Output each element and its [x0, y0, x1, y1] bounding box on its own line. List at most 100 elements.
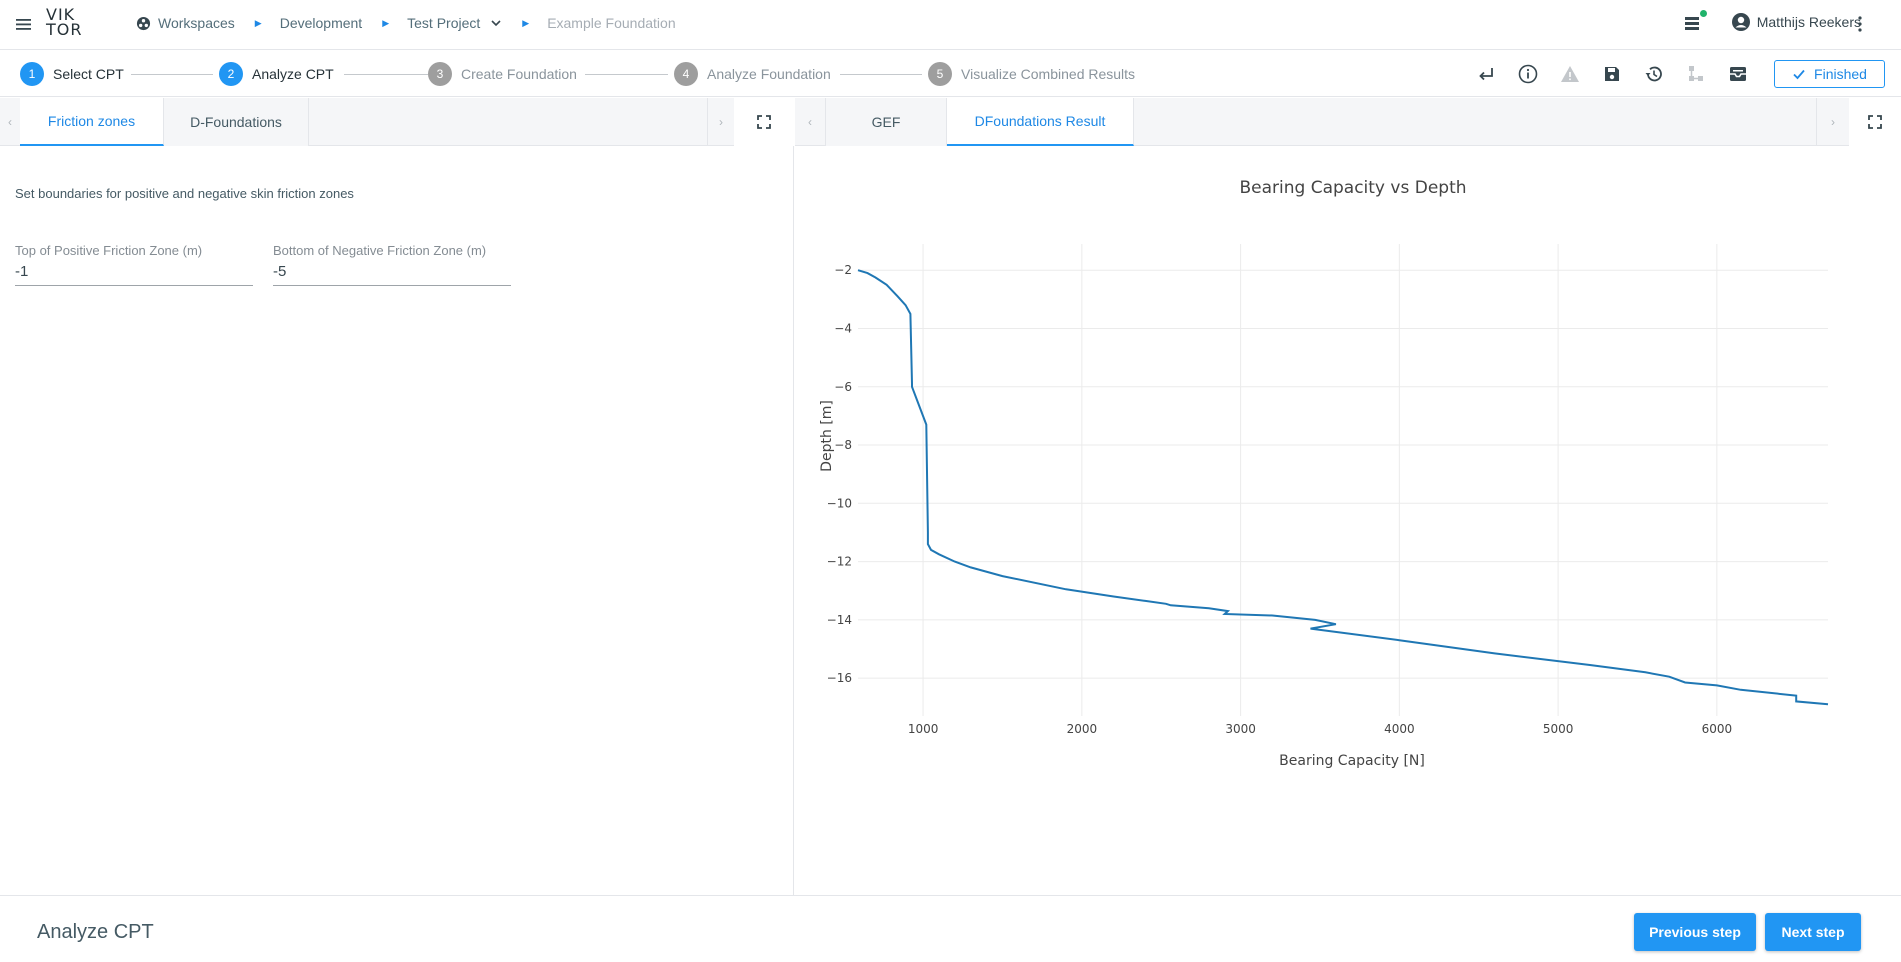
right-tab-bar: ‹ GEF DFoundations Result ›	[795, 98, 1849, 146]
y-tick-label: −10	[827, 496, 852, 510]
breadcrumb-separator-icon: ▶	[254, 17, 262, 28]
y-axis-label: Depth [m]	[819, 400, 835, 472]
step-number: 5	[928, 62, 952, 86]
step-connector	[344, 74, 428, 75]
finished-button[interactable]: Finished	[1774, 60, 1885, 88]
menu-icon[interactable]	[14, 14, 34, 34]
toolbar	[1474, 62, 1750, 86]
previous-step-button[interactable]: Previous step	[1634, 913, 1756, 951]
tab-label: Friction zones	[47, 113, 136, 129]
workspace-icon	[136, 16, 151, 31]
finished-label: Finished	[1814, 66, 1867, 82]
chart-grid	[858, 244, 1828, 716]
x-tick-label: 6000	[1702, 722, 1733, 736]
inbox-icon[interactable]	[1726, 62, 1750, 86]
chevron-right-icon[interactable]: ›	[707, 98, 734, 146]
step-connector	[840, 74, 922, 75]
bearing-capacity-chart[interactable]: Bearing Capacity vs Depth 1000 2000 3000 40…	[795, 146, 1901, 895]
step-bar: 1 Select CPT 2 Analyze CPT 3 Create Foun…	[0, 50, 1901, 97]
bottom-negative-friction-field[interactable]: Bottom of Negative Friction Zone (m)	[273, 243, 511, 286]
field-label: Bottom of Negative Friction Zone (m)	[273, 243, 487, 258]
breadcrumb-label: Workspaces	[158, 15, 235, 31]
friction-zones-description: Set boundaries for positive and negative…	[15, 186, 354, 201]
bottom-negative-friction-input[interactable]	[273, 263, 511, 280]
step-label: Create Foundation	[461, 66, 577, 82]
breadcrumb-test-project[interactable]: Test Project	[407, 15, 502, 31]
tab-label: GEF	[871, 114, 901, 130]
top-right-area: Matthijs Reekers	[1683, 10, 1861, 34]
top-bar: VIK TOR Workspaces ▶ Development ▶ Test …	[0, 0, 1901, 50]
y-tick-label: −2	[834, 263, 852, 277]
current-step-title: Analyze CPT	[37, 921, 154, 943]
step-label: Select CPT	[53, 66, 124, 82]
flow-icon[interactable]	[1684, 62, 1708, 86]
tab-label: D-Foundations	[190, 114, 282, 130]
tab-d-foundations[interactable]: D-Foundations	[164, 98, 309, 146]
notifications-icon[interactable]	[1683, 10, 1707, 34]
step-analyze-foundation[interactable]: 4 Analyze Foundation	[674, 62, 831, 86]
step-create-foundation[interactable]: 3 Create Foundation	[428, 62, 577, 86]
fullscreen-icon[interactable]	[1849, 98, 1901, 146]
y-tick-label: −8	[834, 438, 852, 452]
x-tick-label: 5000	[1543, 722, 1574, 736]
chevron-left-icon[interactable]: ‹	[795, 98, 826, 146]
breadcrumb-label: Test Project	[407, 15, 481, 31]
tab-dfoundations-result[interactable]: DFoundations Result	[947, 98, 1134, 146]
x-axis-ticks: 1000 2000 3000 4000 5000 6000	[908, 722, 1732, 736]
step-number: 2	[219, 62, 243, 86]
step-select-cpt[interactable]: 1 Select CPT	[20, 62, 124, 86]
chart-series	[857, 269, 1829, 706]
user-name: Matthijs Reekers	[1756, 14, 1861, 30]
breadcrumb-separator-icon: ▶	[382, 17, 390, 28]
x-tick-label: 4000	[1384, 722, 1415, 736]
fullscreen-icon[interactable]	[734, 98, 794, 146]
chevron-left-icon[interactable]: ‹	[8, 115, 12, 129]
top-positive-friction-input[interactable]	[15, 263, 253, 280]
top-positive-friction-field[interactable]: Top of Positive Friction Zone (m)	[15, 243, 253, 286]
step-connector	[585, 74, 668, 75]
step-number: 1	[20, 62, 44, 86]
step-label: Visualize Combined Results	[961, 66, 1136, 82]
breadcrumb-workspaces[interactable]: Workspaces	[136, 15, 235, 31]
check-icon	[1792, 67, 1806, 81]
logo-text: VIK TOR	[46, 5, 83, 39]
step-visualize-combined-results[interactable]: 5 Visualize Combined Results	[928, 62, 1135, 86]
user-menu[interactable]: Matthijs Reekers	[1731, 12, 1861, 32]
history-icon[interactable]	[1642, 62, 1666, 86]
step-connector	[131, 74, 213, 75]
notification-dot	[1699, 10, 1707, 17]
save-icon[interactable]	[1600, 62, 1624, 86]
y-tick-label: −4	[834, 321, 852, 335]
step-number: 4	[674, 62, 698, 86]
breadcrumb-development[interactable]: Development	[280, 15, 363, 31]
x-tick-label: 2000	[1067, 722, 1098, 736]
y-tick-label: −6	[834, 380, 852, 394]
y-tick-label: −14	[827, 613, 852, 627]
info-icon[interactable]	[1516, 62, 1540, 86]
more-vertical-icon[interactable]	[1857, 15, 1863, 38]
breadcrumb-label: Development	[279, 15, 363, 31]
step-analyze-cpt[interactable]: 2 Analyze CPT	[219, 62, 334, 86]
warning-icon[interactable]	[1558, 62, 1582, 86]
chart-title: Bearing Capacity vs Depth	[1239, 178, 1466, 198]
avatar-icon	[1731, 12, 1751, 32]
footer-bar: Analyze CPT Previous step Next step	[0, 895, 1901, 962]
x-tick-label: 1000	[908, 722, 939, 736]
tab-gef[interactable]: GEF	[826, 98, 947, 146]
chevron-right-icon[interactable]: ›	[1816, 98, 1849, 146]
right-panel: ‹ GEF DFoundations Result › Bearing Capa…	[795, 98, 1901, 895]
chevron-down-icon[interactable]	[490, 17, 502, 29]
y-axis-ticks: −2 −4 −6 −8 −10 −12 −14 −16	[827, 263, 852, 685]
next-step-button[interactable]: Next step	[1765, 913, 1861, 951]
viktor-logo[interactable]: VIK TOR	[46, 5, 86, 39]
return-icon[interactable]	[1474, 62, 1498, 86]
left-panel: ‹ Friction zones D-Foundations › Set bou…	[0, 98, 794, 895]
x-axis-label: Bearing Capacity [N]	[1279, 753, 1425, 769]
breadcrumb-example-foundation: Example Foundation	[547, 15, 675, 31]
tab-label: DFoundations Result	[974, 113, 1106, 129]
x-tick-label: 3000	[1225, 722, 1256, 736]
step-label: Analyze CPT	[252, 66, 334, 82]
breadcrumb-label: Example Foundation	[547, 15, 676, 31]
tab-friction-zones[interactable]: Friction zones	[20, 98, 164, 146]
breadcrumb: Workspaces ▶ Development ▶ Test Project …	[136, 0, 676, 46]
